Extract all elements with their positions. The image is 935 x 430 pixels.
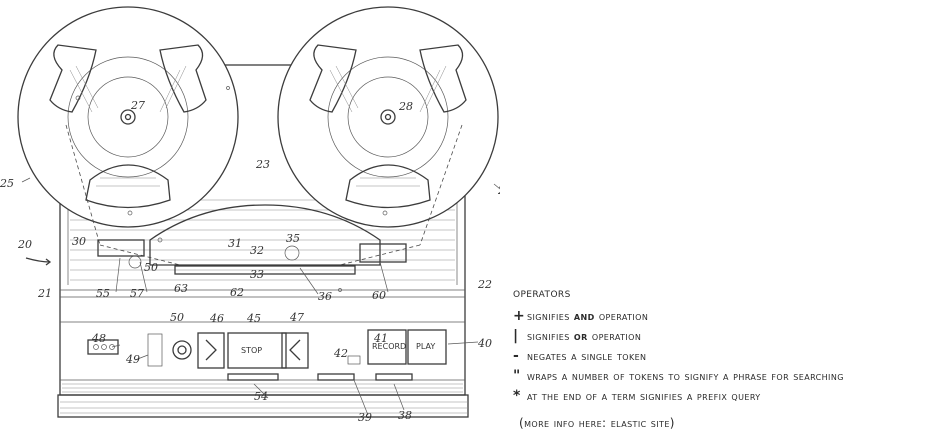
label-23: 23	[255, 158, 270, 171]
operator-or: | signifies or operation	[513, 326, 933, 346]
tape-path	[65, 124, 463, 266]
left-reel	[17, 6, 239, 228]
cabinet	[57, 64, 469, 418]
label-41: 41	[373, 332, 388, 345]
operator-symbol: -	[513, 348, 520, 364]
operator-symbol: "	[513, 368, 521, 384]
operator-phrase: " wraps a number of tokens to signify a …	[513, 366, 933, 386]
operator-text: at the end of a term signifies a prefix …	[527, 389, 761, 403]
legend-title: operators	[513, 286, 571, 301]
operator-text: operation	[587, 329, 642, 343]
label-36: 36	[318, 290, 332, 303]
label-20: 20	[17, 238, 32, 251]
label-60: 60	[372, 289, 386, 302]
label-25: 25	[0, 177, 14, 190]
stop-button-label: STOP	[241, 346, 262, 355]
play-button-label: PLAY	[416, 342, 435, 351]
label-22: 22	[477, 278, 492, 291]
operator-text: wraps a number of tokens to signify a ph…	[527, 369, 844, 383]
label-35: 35	[286, 232, 300, 245]
operator-text: signifies	[527, 309, 574, 323]
label-33: 33	[250, 268, 264, 281]
tape-recorder-patent-drawing: STOP RECORD PLAY 25 26 27 28 23 20 21 22…	[0, 6, 500, 424]
operator-keyword: or	[573, 329, 588, 343]
label-55: 55	[96, 287, 110, 300]
right-reel	[277, 6, 499, 228]
operator-prefix: * at the end of a term signifies a prefi…	[513, 386, 933, 406]
label-38: 38	[398, 409, 412, 422]
operator-keyword: and	[573, 309, 595, 323]
screws	[75, 86, 388, 292]
label-21: 21	[37, 287, 52, 300]
label-54: 54	[254, 390, 268, 403]
label-26: 26	[497, 184, 500, 197]
operator-text: signifies	[527, 329, 574, 343]
label-28: 28	[398, 100, 413, 113]
label-49: 49	[125, 353, 140, 366]
record-button-label: RECORD	[372, 342, 406, 351]
more-info-link[interactable]: (more info here: elastic site)	[519, 416, 675, 430]
reference-numerals: 25 26 27 28 23 20 21 22 30 31 32 33 35 3…	[0, 99, 500, 424]
label-50-panel: 50	[170, 311, 184, 324]
operator-text: operation	[594, 309, 649, 323]
operator-symbol: +	[513, 308, 526, 324]
label-32: 32	[250, 244, 264, 257]
label-42: 42	[333, 347, 348, 360]
label-30: 30	[72, 235, 86, 248]
label-62: 62	[230, 286, 244, 299]
operator-symbol: *	[513, 388, 521, 404]
label-31: 31	[228, 237, 242, 250]
label-46: 46	[209, 312, 224, 325]
label-50-head: 50	[144, 261, 158, 274]
label-27: 27	[130, 99, 145, 112]
control-panel: STOP RECORD PLAY	[87, 329, 447, 381]
operators-legend: operators + signifies and operation | si…	[513, 286, 933, 430]
operator-and: + signifies and operation	[513, 306, 933, 326]
label-57: 57	[130, 287, 144, 300]
head-cover	[97, 204, 407, 275]
operator-text: negates a single token	[527, 349, 647, 363]
label-63: 63	[174, 282, 188, 295]
operator-symbol: |	[513, 328, 519, 344]
label-45: 45	[246, 312, 261, 325]
label-47: 47	[289, 311, 304, 324]
operator-not: - negates a single token	[513, 346, 933, 366]
label-39: 39	[358, 411, 372, 424]
leader-lines	[21, 177, 500, 416]
label-40: 40	[477, 337, 492, 350]
label-48: 48	[91, 332, 106, 345]
